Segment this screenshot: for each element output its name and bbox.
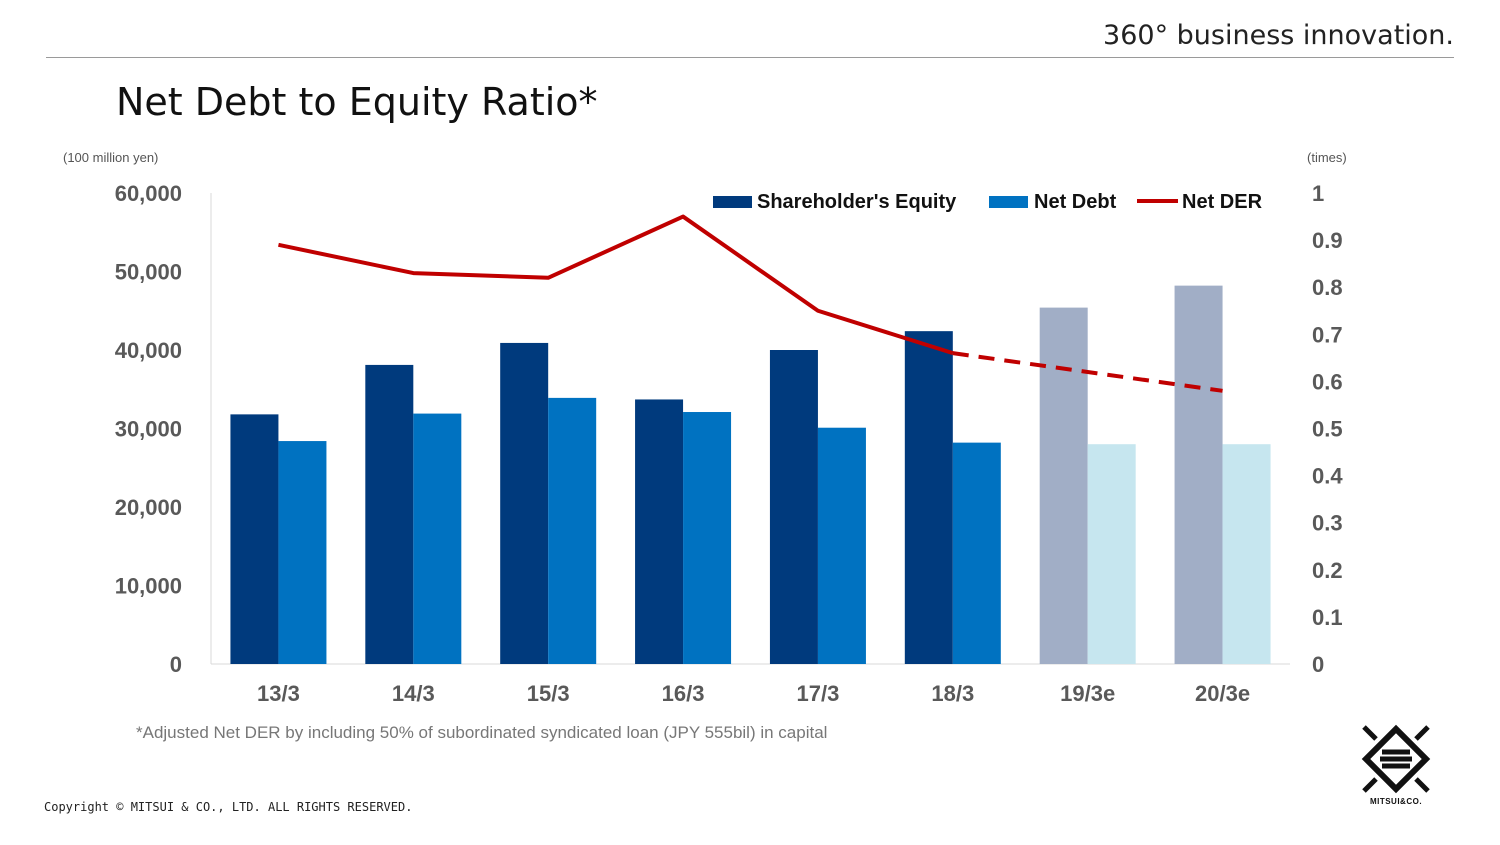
- bar-equity: [1174, 285, 1223, 664]
- header-divider: [46, 57, 1454, 58]
- bar-net-debt: [817, 427, 866, 664]
- left-axis-unit: (100 million yen): [63, 150, 159, 165]
- x-tick-label: 15/3: [527, 681, 570, 706]
- page-title: Net Debt to Equity Ratio*: [116, 80, 598, 124]
- y-right-tick-label: 0.4: [1312, 464, 1343, 489]
- bar-equity: [365, 364, 414, 664]
- bar-net-debt: [548, 397, 597, 664]
- right-axis-unit: (times): [1307, 150, 1347, 165]
- y-right-tick-label: 0.9: [1312, 228, 1343, 253]
- x-tick-label: 20/3e: [1195, 681, 1250, 706]
- x-tick-label: 17/3: [797, 681, 840, 706]
- bar-net-debt: [1087, 444, 1136, 664]
- y-left-tick-label: 60,000: [115, 181, 182, 206]
- legend-swatch-net-debt: [989, 196, 1028, 208]
- y-right-tick-label: 0.3: [1312, 511, 1343, 536]
- bar-net-debt: [683, 412, 732, 664]
- y-right-tick-label: 0.5: [1312, 417, 1343, 442]
- bar-equity: [230, 414, 279, 664]
- tagline: 360° business innovation.: [1103, 20, 1454, 51]
- x-tick-label: 14/3: [392, 681, 435, 706]
- legend-label-net-der: Net DER: [1182, 191, 1263, 213]
- y-left-tick-label: 50,000: [115, 260, 182, 285]
- y-left-tick-label: 20,000: [115, 495, 182, 520]
- bar-net-debt: [1222, 444, 1271, 664]
- y-right-tick-label: 0.7: [1312, 322, 1343, 347]
- y-right-tick-label: 1: [1312, 181, 1324, 206]
- legend-label-net-debt: Net Debt: [1034, 191, 1117, 213]
- bar-equity: [904, 331, 953, 664]
- mitsui-logo-icon: [1361, 724, 1431, 794]
- y-left-tick-label: 30,000: [115, 417, 182, 442]
- x-tick-label: 19/3e: [1060, 681, 1115, 706]
- y-left-tick-label: 0: [170, 652, 182, 677]
- bar-equity: [1039, 307, 1088, 664]
- bar-equity: [769, 350, 818, 664]
- y-right-tick-label: 0.1: [1312, 605, 1343, 630]
- x-tick-label: 18/3: [931, 681, 974, 706]
- y-left-tick-label: 40,000: [115, 338, 182, 363]
- y-right-tick-label: 0: [1312, 652, 1324, 677]
- bar-net-debt: [413, 413, 462, 664]
- x-tick-label: 13/3: [257, 681, 300, 706]
- net-der-line: [278, 214, 954, 356]
- bar-net-debt: [278, 441, 327, 664]
- y-left-tick-label: 10,000: [115, 574, 182, 599]
- footnote: *Adjusted Net DER by including 50% of su…: [136, 723, 828, 742]
- legend-swatch-equity: [713, 196, 752, 208]
- y-right-tick-label: 0.6: [1312, 369, 1343, 394]
- net-der-forecast-line: [952, 351, 1223, 393]
- x-tick-label: 16/3: [662, 681, 705, 706]
- y-right-tick-label: 0.2: [1312, 558, 1343, 583]
- logo-text: MITSUI&CO.: [1369, 797, 1423, 806]
- copyright-notice: Copyright © MITSUI & CO., LTD. ALL RIGHT…: [44, 800, 413, 814]
- bar-net-debt: [952, 442, 1001, 664]
- bar-equity: [500, 342, 549, 664]
- y-right-tick-label: 0.8: [1312, 275, 1343, 300]
- legend-label-equity: Shareholder's Equity: [757, 191, 957, 213]
- bar-equity: [635, 399, 684, 664]
